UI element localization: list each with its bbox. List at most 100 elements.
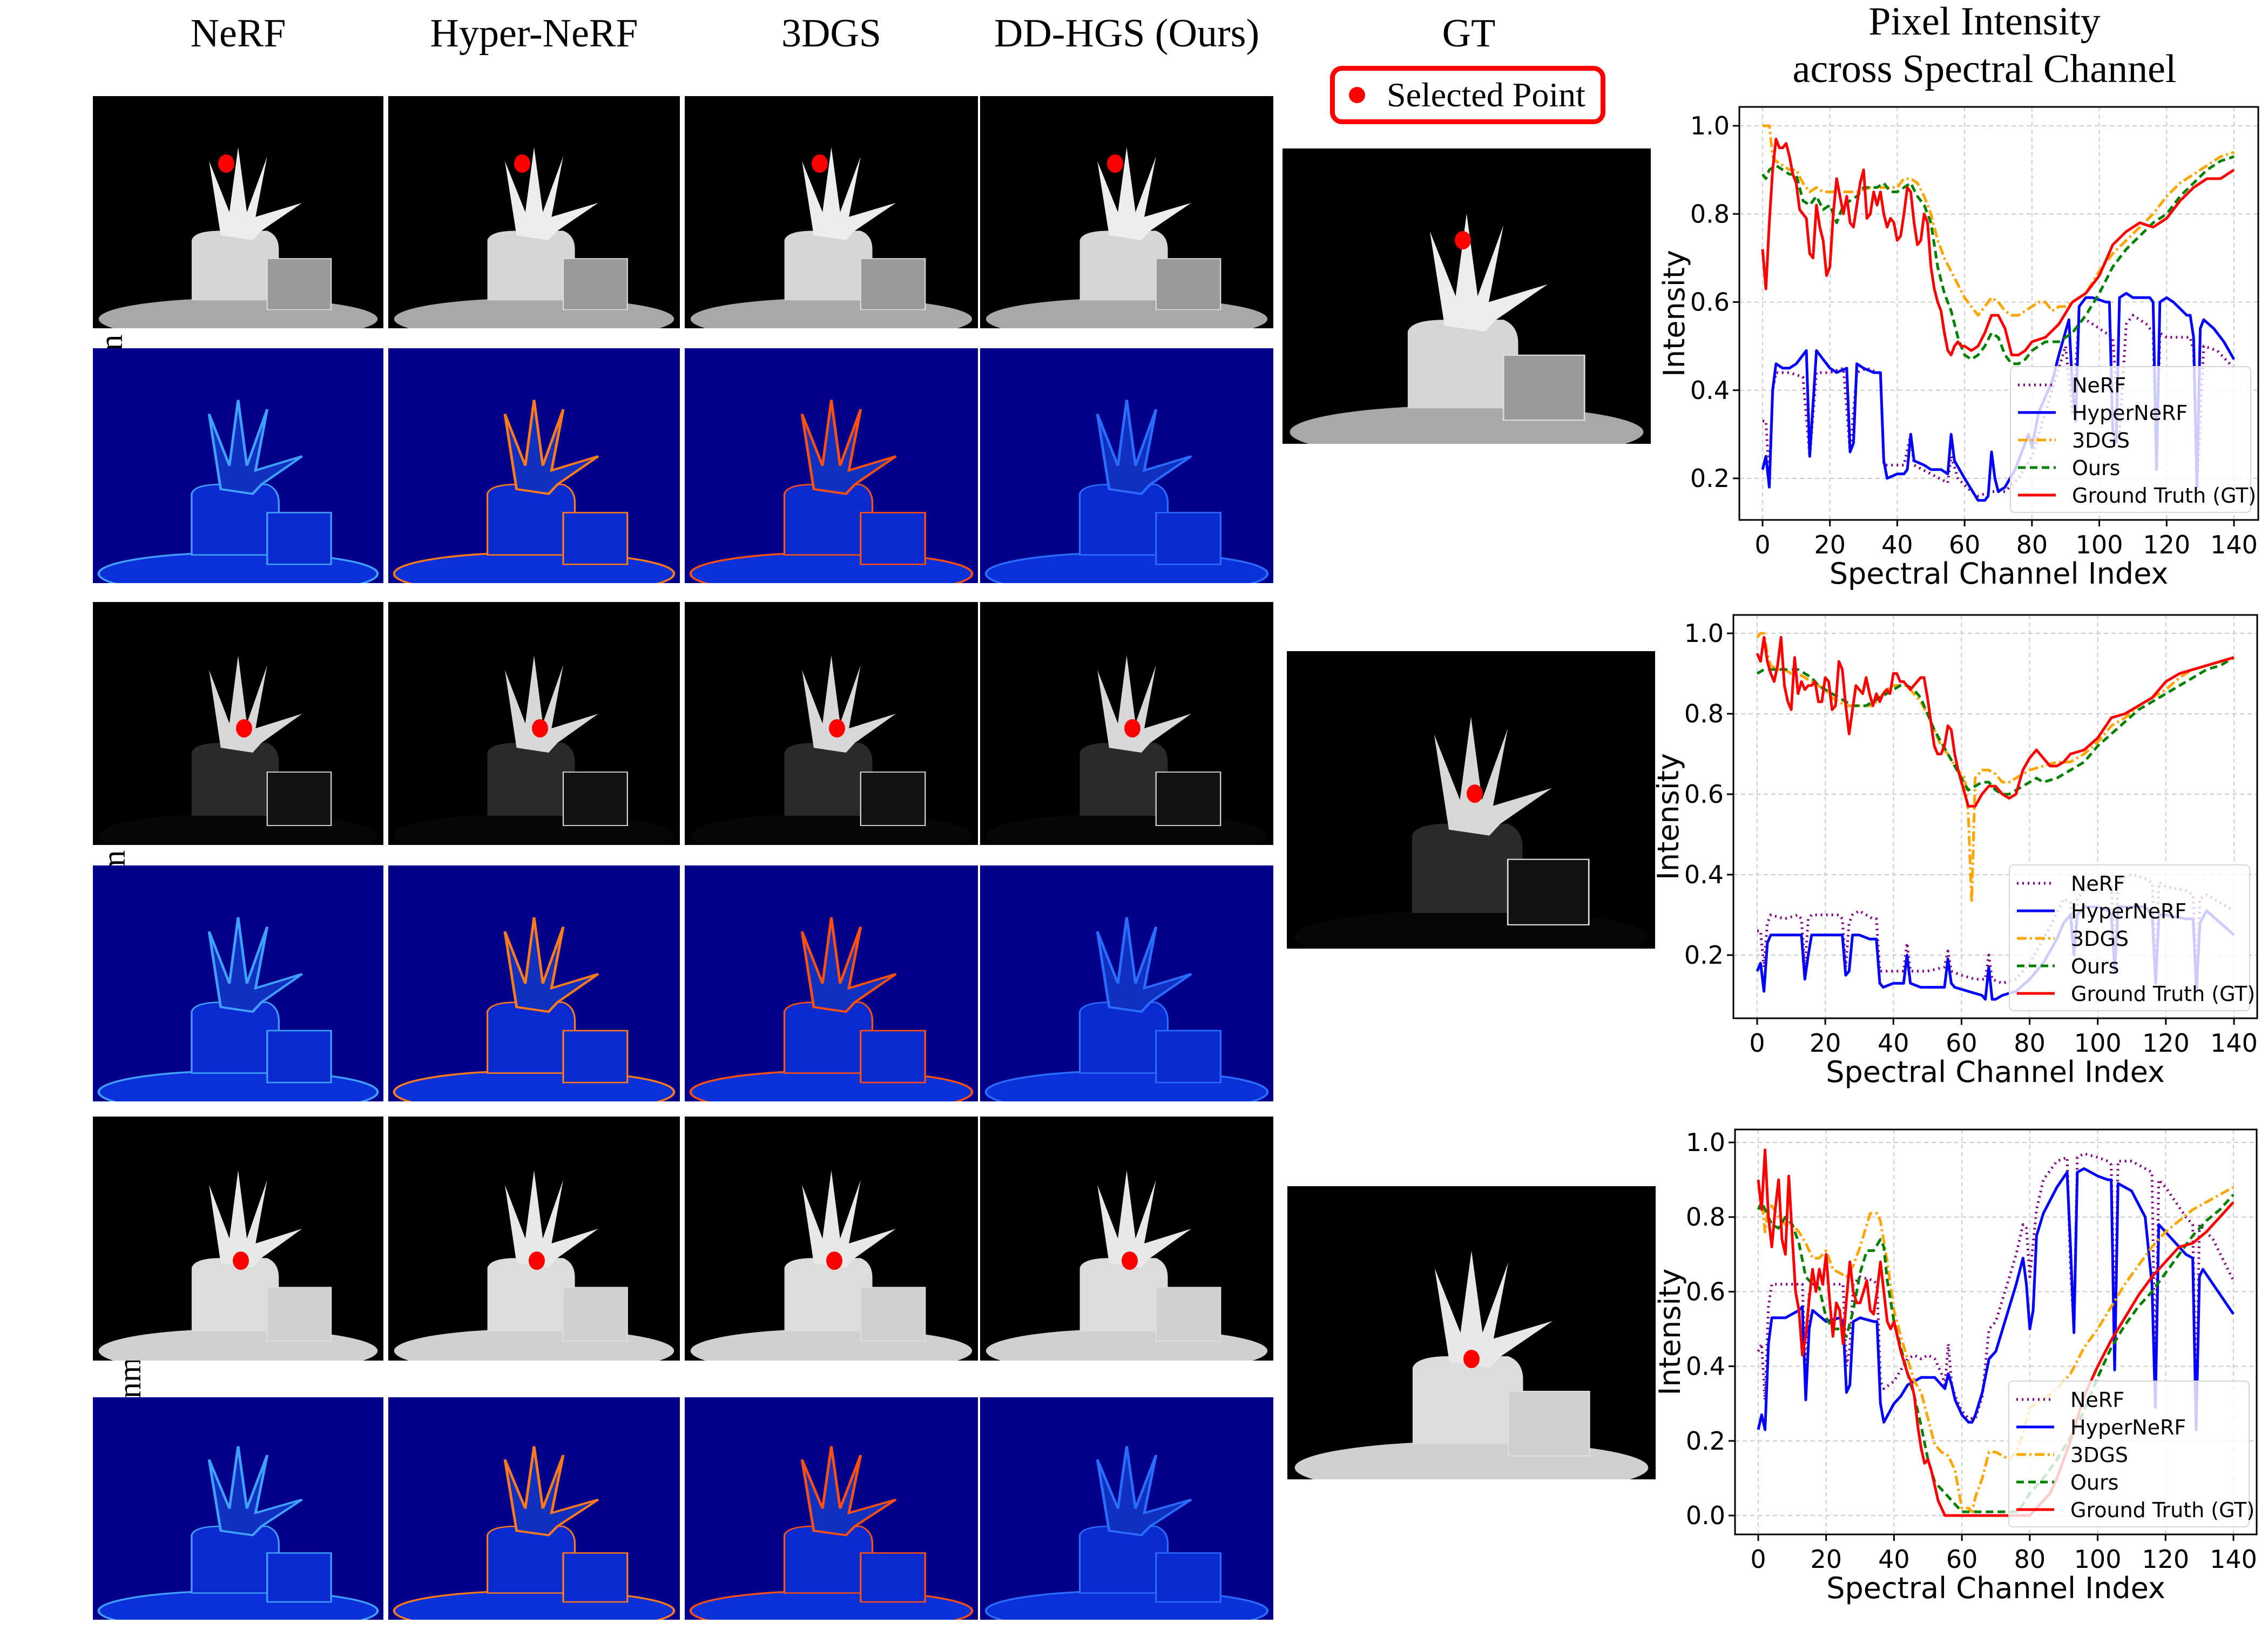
series-3dgs (1756, 632, 2235, 904)
legend-entry: Ground Truth (GT) (2070, 1498, 2254, 1522)
x-tick-label: 60 (1949, 530, 1981, 559)
legend-entry: Ground Truth (GT) (2071, 982, 2255, 1006)
rendered-scene-image (690, 655, 973, 845)
rendered-scene-image (690, 147, 973, 328)
column-header-nerf: NeRF (190, 11, 286, 56)
render-3dgs-row-2 (685, 602, 978, 845)
legend-entry: 3DGS (2072, 429, 2130, 452)
render-hypernerf-row-2 (388, 602, 680, 845)
y-tick-label: 0.4 (1684, 860, 1724, 889)
render-ddhgs-row-1 (980, 96, 1273, 328)
rendered-scene-image (1294, 1250, 1649, 1479)
x-tick-label: 20 (1810, 1029, 1841, 1058)
error-map-hypernerf-row-2 (388, 865, 680, 1101)
column-header-gt: GT (1442, 11, 1496, 56)
column-header-hypernerf: Hyper-NeRF (430, 11, 638, 56)
error-heatmap-image (689, 917, 974, 1101)
chart-legend: NeRF HyperNeRF 3DGS Ours Ground Truth (GT) (2010, 366, 2256, 513)
x-tick-label: 140 (2210, 530, 2258, 559)
selected-point-legend: Selected Point (1330, 66, 1605, 124)
x-tick-label: 40 (1881, 530, 1913, 559)
legend-entry: HyperNeRF (2070, 1416, 2186, 1439)
selected-point-marker (811, 154, 828, 173)
x-tick-label: 80 (2014, 1545, 2046, 1574)
selected-point-marker (235, 719, 252, 738)
rendered-scene-image (986, 655, 1268, 845)
error-map-nerf-row-3 (93, 1397, 383, 1620)
selected-point-marker (218, 154, 235, 173)
render-3dgs-row-1 (685, 96, 978, 328)
render-hypernerf-row-1 (388, 96, 680, 328)
x-tick-label: 140 (2210, 1029, 2258, 1058)
ground-truth-image-row-2 (1287, 651, 1655, 949)
chart-legend: NeRF HyperNeRF 3DGS Ours Ground Truth (GT) (2008, 1381, 2254, 1527)
y-tick-label: 0.4 (1686, 1352, 1725, 1381)
error-heatmap-image (393, 1446, 676, 1620)
error-heatmap-image (393, 400, 676, 583)
legend-entry: 3DGS (2070, 1443, 2128, 1467)
y-tick-label: 0.8 (1686, 1202, 1725, 1232)
y-tick-label: 0.2 (1684, 941, 1724, 970)
selected-point-marker (1106, 154, 1123, 173)
x-tick-label: 100 (2076, 530, 2123, 559)
legend-entry: NeRF (2070, 1388, 2124, 1412)
legend-entry: HyperNeRF (2072, 401, 2188, 425)
x-tick-label: 20 (1814, 530, 1846, 559)
y-tick-label: 0.6 (1690, 288, 1730, 317)
selected-point-marker (826, 1251, 842, 1270)
selected-point-marker (1466, 784, 1483, 803)
chart-header-line-1: Pixel Intensity (1868, 0, 2101, 44)
column-header-3dgs: 3DGS (781, 11, 882, 56)
selected-point-marker (1121, 1251, 1138, 1270)
error-map-nerf-row-1 (93, 348, 383, 583)
legend-entry: Ours (2070, 1471, 2118, 1494)
error-heatmap-image (984, 400, 1269, 583)
render-nerf-row-1 (93, 96, 383, 328)
ground-truth-image-row-1 (1282, 148, 1651, 444)
y-axis-label: Intensity (1657, 250, 1691, 377)
y-axis-label: Intensity (1651, 753, 1685, 880)
series-ours (1756, 656, 2235, 796)
selected-point-marker (529, 1251, 545, 1270)
x-axis-label: Spectral Channel Index (1826, 1055, 2165, 1089)
selected-point-marker (1463, 1350, 1480, 1369)
error-map-hypernerf-row-1 (388, 348, 680, 583)
error-heatmap-image (689, 400, 974, 583)
selected-point-marker (829, 719, 846, 738)
y-tick-label: 0.6 (1684, 780, 1724, 809)
error-map-ddhgs-row-2 (980, 865, 1273, 1101)
error-map-3dgs-row-1 (685, 348, 978, 583)
legend-entry: Ours (2071, 955, 2119, 978)
rendered-scene-image (1290, 213, 1644, 444)
rendered-scene-image (986, 147, 1268, 328)
series-hypernerf (1761, 292, 2236, 502)
chart-column-header: Pixel Intensity across Spectral Channel (1701, 0, 2268, 93)
legend-entry: HyperNeRF (2071, 899, 2186, 923)
x-tick-label: 80 (2016, 530, 2048, 559)
x-axis-label: Spectral Channel Index (1826, 1571, 2165, 1605)
error-heatmap-image (393, 917, 676, 1101)
error-map-hypernerf-row-3 (388, 1397, 680, 1620)
error-heatmap-image (984, 1446, 1269, 1620)
x-tick-label: 0 (1750, 1545, 1766, 1574)
spectral-intensity-chart-3: 0 20 40 60 80 100 120 140 0.0 0.2 0.4 0.6 0.8 1.0 Spec… (1653, 1128, 2258, 1605)
error-heatmap-image (984, 917, 1269, 1101)
y-tick-label: 0.2 (1690, 464, 1730, 493)
series-ground-truth-gt- (1761, 138, 2235, 356)
x-tick-label: 100 (2074, 1029, 2122, 1058)
selected-point-marker (233, 1251, 249, 1270)
x-tick-label: 140 (2210, 1545, 2257, 1574)
x-tick-label: 120 (2143, 530, 2190, 559)
rendered-scene-image (1294, 716, 1648, 949)
error-map-3dgs-row-3 (685, 1397, 978, 1620)
y-tick-label: 0.4 (1690, 376, 1730, 405)
rendered-scene-image (98, 1170, 378, 1361)
x-tick-label: 60 (1946, 1545, 1978, 1574)
series-ours (1761, 155, 2235, 366)
y-tick-label: 1.0 (1684, 619, 1724, 648)
row-label-400nm: 400 nm - 418 nm (0, 209, 129, 432)
row-label-750nm: 750 nm – 768 nm (0, 720, 132, 948)
legend-entry: Ours (2072, 456, 2120, 480)
red-dot-icon (1349, 87, 1365, 103)
error-map-3dgs-row-2 (685, 865, 978, 1101)
